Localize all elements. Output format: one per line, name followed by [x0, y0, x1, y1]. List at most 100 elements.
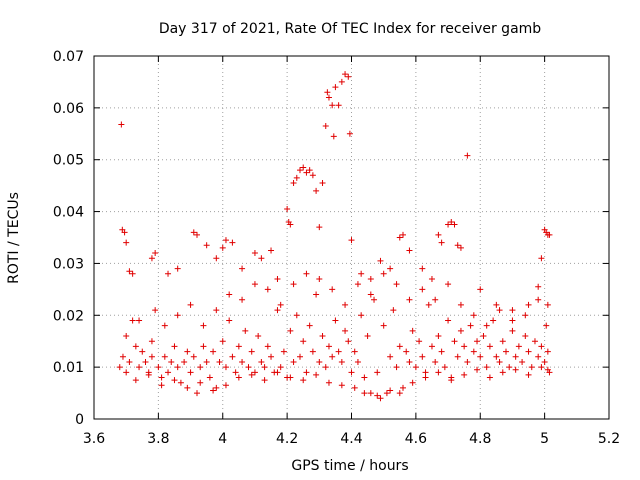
- data-point: [543, 322, 550, 329]
- data-point: [483, 322, 490, 329]
- data-point: [123, 333, 130, 340]
- y-axis-label: ROTI / TECUs: [6, 192, 22, 284]
- data-point: [445, 281, 452, 288]
- data-point: [338, 358, 345, 365]
- data-point: [118, 121, 125, 128]
- data-point: [432, 358, 439, 365]
- data-point: [451, 221, 458, 228]
- data-point: [329, 353, 336, 360]
- data-point: [200, 343, 207, 350]
- data-point: [457, 327, 464, 334]
- data-point: [519, 358, 526, 365]
- data-point: [274, 369, 281, 376]
- data-point: [309, 348, 316, 355]
- data-point: [538, 343, 545, 350]
- data-point: [197, 364, 204, 371]
- data-point: [400, 231, 406, 238]
- data-point: [474, 338, 481, 345]
- data-point: [325, 343, 332, 350]
- data-point: [351, 348, 358, 355]
- data-point: [148, 353, 155, 360]
- data-point: [242, 327, 249, 334]
- data-point: [126, 358, 133, 365]
- data-point: [264, 286, 271, 293]
- data-point: [303, 270, 310, 277]
- data-point: [345, 338, 352, 345]
- data-point: [535, 353, 542, 360]
- data-point: [222, 237, 229, 244]
- data-point: [448, 218, 455, 225]
- data-point: [293, 312, 300, 319]
- data-point: [226, 317, 233, 324]
- data-point: [190, 229, 197, 236]
- data-point: [184, 348, 191, 355]
- data-point: [454, 353, 461, 360]
- data-point: [284, 205, 291, 212]
- data-point: [239, 296, 246, 303]
- data-point: [358, 270, 365, 277]
- data-point: [300, 338, 307, 345]
- data-point: [132, 377, 139, 384]
- data-point: [351, 384, 358, 391]
- data-point: [525, 348, 532, 355]
- data-point: [235, 374, 242, 381]
- data-point: [522, 333, 529, 340]
- data-point: [222, 382, 229, 389]
- data-point: [338, 382, 345, 389]
- data-point: [136, 317, 143, 324]
- data-point: [261, 364, 268, 371]
- y-tick-label: 0.06: [53, 101, 84, 117]
- data-point: [435, 369, 442, 376]
- data-point: [451, 338, 458, 345]
- data-point: [493, 353, 500, 360]
- data-point: [367, 390, 374, 397]
- y-tick-label: 0.02: [53, 308, 84, 324]
- data-point: [512, 366, 519, 373]
- data-point: [454, 242, 461, 249]
- data-point: [123, 369, 130, 376]
- data-point: [546, 231, 553, 238]
- data-point: [210, 348, 217, 355]
- data-point: [419, 265, 426, 272]
- data-point: [177, 379, 184, 386]
- data-point: [329, 286, 336, 293]
- x-tick-label: 5.2: [598, 431, 620, 447]
- data-point: [348, 237, 355, 244]
- data-point: [380, 270, 387, 277]
- data-point: [187, 301, 194, 308]
- data-point: [148, 338, 155, 345]
- data-point: [316, 275, 323, 282]
- data-point: [496, 358, 503, 365]
- data-point: [432, 296, 439, 303]
- data-point: [174, 312, 181, 319]
- data-point: [165, 270, 172, 277]
- data-point: [158, 382, 165, 389]
- chart-title: Day 317 of 2021, Rate Of TEC Index for r…: [159, 21, 541, 37]
- data-point: [361, 374, 368, 381]
- data-point: [126, 268, 133, 275]
- data-point: [390, 307, 397, 314]
- data-point: [512, 353, 519, 360]
- data-point: [274, 307, 281, 314]
- data-point: [213, 307, 220, 314]
- data-point: [477, 286, 484, 293]
- data-point: [374, 392, 381, 399]
- x-tick-labels: 3.6 3.8 4 4.2 4.4 4.6 4.8 5 5.2: [83, 431, 620, 447]
- data-point: [387, 387, 394, 394]
- data-points: [116, 71, 553, 402]
- data-point: [425, 301, 432, 308]
- data-point: [464, 358, 471, 365]
- data-point: [377, 257, 384, 264]
- data-point: [219, 338, 226, 345]
- data-point: [245, 364, 252, 371]
- data-point: [531, 338, 538, 345]
- data-point: [322, 364, 329, 371]
- data-point: [200, 322, 207, 329]
- data-point: [354, 358, 361, 365]
- data-point: [155, 364, 162, 371]
- y-tick-label: 0.05: [53, 153, 84, 169]
- data-point: [358, 312, 365, 319]
- data-point: [486, 343, 493, 350]
- data-point: [335, 348, 342, 355]
- data-point: [393, 364, 400, 371]
